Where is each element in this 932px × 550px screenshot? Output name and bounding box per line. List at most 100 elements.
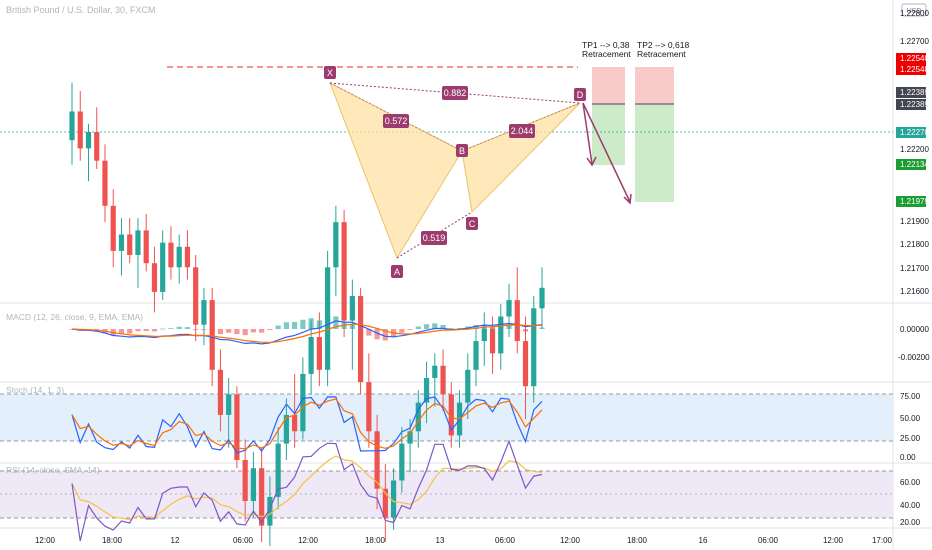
- badge-entry-2[interactable]: 1.22389: [896, 99, 929, 110]
- candle-down[interactable]: [366, 382, 372, 432]
- candle-up[interactable]: [506, 300, 512, 317]
- stoch-title[interactable]: Stoch (14, 1, 3): [6, 385, 64, 395]
- candle-up[interactable]: [118, 234, 125, 251]
- candle-up[interactable]: [201, 300, 207, 325]
- macd-bar: [374, 329, 380, 340]
- candle-down[interactable]: [440, 365, 446, 395]
- macd-bar: [193, 329, 199, 330]
- macd-bar: [226, 329, 232, 333]
- candle-down[interactable]: [168, 242, 174, 268]
- badge-current[interactable]: 1.22270: [896, 127, 929, 138]
- xb-ratio-line[interactable]: [329, 82, 463, 152]
- point-label-a[interactable]: A: [391, 265, 403, 278]
- candle-up[interactable]: [539, 287, 545, 309]
- projection-arrow-tp2[interactable]: [582, 102, 631, 203]
- candle-up[interactable]: [473, 341, 479, 370]
- time-tick: 06:00: [495, 536, 516, 545]
- candle-up[interactable]: [250, 468, 257, 501]
- point-label-c[interactable]: C: [466, 217, 478, 230]
- candle-down[interactable]: [341, 222, 347, 321]
- stop-zone-tp1[interactable]: [592, 67, 625, 104]
- candle-down[interactable]: [143, 230, 149, 264]
- candle-up[interactable]: [275, 443, 281, 497]
- candle-up[interactable]: [498, 316, 504, 354]
- ac-ratio-line[interactable]: [396, 211, 473, 259]
- badge-entry[interactable]: 1.22389: [896, 87, 929, 98]
- candle-up[interactable]: [176, 246, 182, 268]
- candle-up[interactable]: [531, 308, 537, 387]
- candle-down[interactable]: [151, 263, 158, 292]
- rsi-title[interactable]: RSI (14, close, SMA, 14): [6, 465, 100, 475]
- price-axis[interactable]: 1.22800 1.22700 1.22200 1.21900 1.21800 …: [900, 9, 929, 296]
- ratio-label-xb[interactable]: 0.572: [383, 114, 409, 128]
- candle-down[interactable]: [514, 300, 520, 342]
- candle-down[interactable]: [77, 111, 83, 149]
- candle-up[interactable]: [399, 443, 405, 481]
- candle-up[interactable]: [465, 369, 471, 403]
- candle-down[interactable]: [489, 328, 496, 354]
- candle-down[interactable]: [184, 246, 191, 268]
- candle-up[interactable]: [160, 242, 166, 292]
- bd-ratio-line[interactable]: [461, 102, 581, 152]
- badge-tp1[interactable]: 1.22134: [896, 159, 929, 170]
- macd-bar: [176, 326, 182, 329]
- candle-up[interactable]: [85, 132, 92, 149]
- candle-up[interactable]: [69, 111, 75, 141]
- candle-down[interactable]: [110, 205, 116, 251]
- candle-down[interactable]: [127, 234, 133, 256]
- currency-badge[interactable]: USD: [901, 3, 927, 17]
- macd-bar: [234, 329, 240, 335]
- chart-title[interactable]: British Pound / U.S. Dollar, 30, FXCM: [6, 5, 156, 15]
- candle-up[interactable]: [432, 365, 438, 378]
- ratio-label-ac[interactable]: 0.519: [421, 231, 447, 245]
- candle-down[interactable]: [217, 369, 224, 415]
- macd-title[interactable]: MACD (12, 26, close, 9, EMA, EMA): [6, 312, 143, 322]
- candle-down[interactable]: [292, 414, 298, 432]
- candle-up[interactable]: [135, 230, 141, 255]
- ratio-xd-text: 0.882: [444, 88, 467, 98]
- candle-up[interactable]: [333, 222, 339, 268]
- badge-stop[interactable]: 1.22540: [896, 53, 929, 64]
- badge-stop-2[interactable]: 1.22540: [896, 64, 929, 75]
- time-axis[interactable]: 12:00 18:00 12 06:00 12:00 18:00 13 06:0…: [35, 536, 893, 545]
- candle-down[interactable]: [94, 132, 100, 161]
- candle-up[interactable]: [267, 496, 273, 526]
- candle-down[interactable]: [209, 300, 215, 370]
- candle-up[interactable]: [415, 402, 421, 432]
- candle-down[interactable]: [193, 267, 199, 325]
- badge-tp2[interactable]: 1.21979: [896, 196, 929, 207]
- candle-down[interactable]: [522, 341, 529, 387]
- stop-zone-tp2[interactable]: [635, 67, 674, 104]
- candle-up[interactable]: [349, 296, 355, 321]
- target-zone-tp2[interactable]: [635, 104, 674, 202]
- candle-up[interactable]: [300, 373, 306, 432]
- time-tick: 06:00: [758, 536, 779, 545]
- candle-down[interactable]: [382, 488, 388, 518]
- point-label-x[interactable]: X: [324, 66, 336, 79]
- candle-up[interactable]: [423, 378, 430, 403]
- candle-up[interactable]: [226, 394, 232, 415]
- ratio-label-xd[interactable]: 0.882: [442, 86, 468, 100]
- candle-up[interactable]: [283, 414, 289, 444]
- candle-down[interactable]: [259, 468, 265, 526]
- candle-up[interactable]: [407, 431, 413, 444]
- macd-bar: [522, 329, 529, 332]
- ratio-label-bd[interactable]: 2.044: [509, 124, 535, 138]
- candle-down[interactable]: [448, 394, 454, 436]
- candle-down[interactable]: [242, 460, 248, 501]
- candle-up[interactable]: [481, 328, 487, 342]
- macd-bar: [283, 322, 289, 329]
- candle-down[interactable]: [102, 160, 108, 206]
- candle-down[interactable]: [234, 394, 240, 460]
- candle-down[interactable]: [357, 296, 364, 383]
- candle-down[interactable]: [374, 431, 380, 489]
- point-label-b[interactable]: B: [456, 144, 468, 157]
- projection-arrow-tp1[interactable]: [582, 102, 593, 165]
- candle-down[interactable]: [316, 337, 322, 370]
- candle-up[interactable]: [308, 337, 314, 374]
- pattern-bcd-fill[interactable]: [461, 102, 581, 214]
- candle-up[interactable]: [390, 480, 397, 518]
- macd-bar: [160, 328, 166, 330]
- point-label-d[interactable]: D: [574, 88, 586, 101]
